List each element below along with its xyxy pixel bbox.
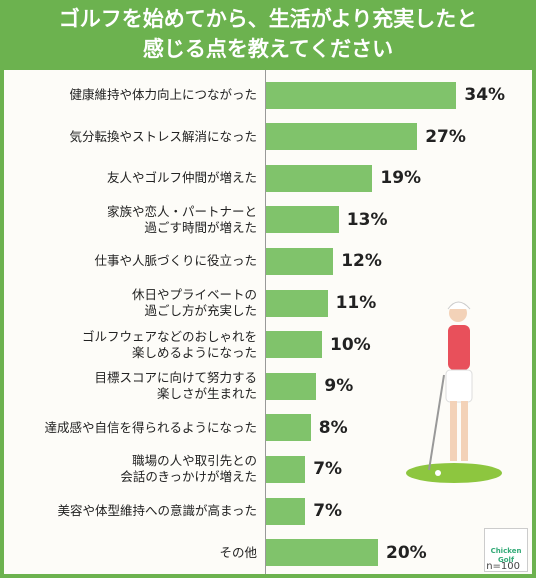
category-label: 達成感や自信を得られるようになった bbox=[44, 419, 257, 435]
category-label: ゴルフウェアなどのおしゃれを 楽しめるようになった bbox=[81, 328, 257, 360]
bar bbox=[266, 247, 334, 275]
category-label: 職場の人や取引先との 会話のきっかけが増えた bbox=[120, 453, 257, 485]
category-label: 気分転換やストレス解消になった bbox=[69, 128, 257, 144]
value-label: 20% bbox=[386, 542, 427, 563]
bar bbox=[266, 164, 373, 192]
value-label: 8% bbox=[318, 417, 348, 438]
value-label: 13% bbox=[346, 209, 388, 230]
bar bbox=[266, 455, 306, 483]
category-label: 友人やゴルフ仲間が増えた bbox=[106, 170, 257, 186]
bar bbox=[266, 81, 457, 109]
bar bbox=[266, 123, 418, 151]
value-label: 7% bbox=[313, 501, 343, 521]
bar bbox=[266, 289, 328, 317]
logo: Chicken Golf bbox=[484, 528, 528, 572]
axis-line bbox=[265, 70, 266, 574]
category-label: 目標スコアに向けて努力する 楽しさが生まれた bbox=[94, 370, 257, 402]
category-label: 健康維持や体力向上につながった bbox=[69, 87, 257, 102]
category-label: 美容や体型維持への意識が高まった bbox=[57, 503, 257, 518]
chart-title: ゴルフを始めてから、生活がより充実したと 感じる点を教えてください bbox=[58, 7, 478, 61]
value-label: 10% bbox=[330, 334, 371, 355]
category-label: 休日やプライベートの 過ごし方が充実した bbox=[131, 287, 257, 318]
bar bbox=[266, 414, 311, 442]
plot-panel: Chicken Golf n=100 健康維持や体力向上につながった 34% 気分転… bbox=[4, 70, 532, 574]
bar bbox=[266, 497, 306, 525]
value-label: 11% bbox=[335, 293, 377, 313]
value-label: 34% bbox=[464, 85, 506, 105]
value-label: 27% bbox=[425, 126, 466, 147]
value-label: 19% bbox=[380, 168, 422, 189]
bar bbox=[266, 331, 322, 359]
value-label: 7% bbox=[313, 459, 343, 480]
value-label: 9% bbox=[324, 376, 354, 397]
category-label: 家族や恋人・パートナーと 過ごす時間が増えた bbox=[106, 203, 257, 235]
sample-note: n=100 bbox=[486, 561, 520, 572]
golfer-illustration bbox=[406, 301, 502, 483]
bar bbox=[266, 206, 339, 234]
bar bbox=[266, 372, 317, 400]
category-label: その他 bbox=[219, 544, 257, 560]
bar bbox=[266, 539, 378, 567]
value-label: 12% bbox=[341, 251, 382, 272]
category-label: 仕事や人脈づくりに役立った bbox=[94, 253, 257, 269]
